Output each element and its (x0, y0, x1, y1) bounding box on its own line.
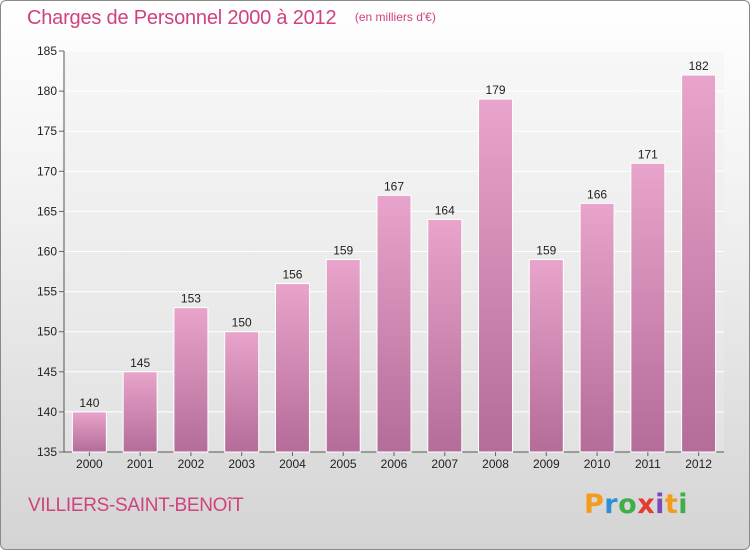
y-tick-label: 170 (37, 164, 57, 178)
logo-letter: i (655, 489, 665, 520)
bar-value-label: 171 (638, 147, 658, 161)
bar-value-label: 153 (181, 292, 201, 306)
y-tick-label: 180 (37, 84, 57, 98)
x-tick-label: 2012 (685, 457, 712, 471)
y-tick-label: 145 (37, 365, 57, 379)
y-tick-label: 135 (37, 445, 57, 459)
proxiti-logo: Proxiti (584, 489, 688, 520)
bar-value-label: 159 (536, 244, 556, 258)
bar (528, 259, 564, 453)
logo-letter: r (604, 489, 619, 520)
y-tick-label: 175 (37, 124, 57, 138)
bar-value-label: 182 (689, 59, 709, 73)
x-tick-label: 2002 (178, 457, 205, 471)
y-tick-label: 150 (37, 325, 57, 339)
commune-name: VILLIERS-SAINT-BENOîT (28, 495, 244, 516)
x-tick-label: 2004 (279, 457, 306, 471)
bar-value-label: 159 (333, 244, 353, 258)
bar-value-label: 150 (232, 316, 252, 330)
bar (681, 74, 717, 453)
unit-note: (en milliers d'€) (354, 10, 436, 24)
bar (173, 307, 209, 453)
logo-letter: i (678, 489, 689, 520)
bar (427, 218, 463, 453)
x-tick-label: 2007 (431, 457, 458, 471)
y-tick-label: 165 (37, 204, 57, 218)
x-tick-label: 2006 (381, 457, 408, 471)
logo-letter: o (618, 489, 638, 520)
x-tick-label: 2005 (330, 457, 357, 471)
bar (630, 162, 666, 453)
y-tick-label: 185 (37, 44, 57, 58)
x-tick-label: 2003 (228, 457, 255, 471)
bar-value-label: 140 (79, 396, 99, 410)
bar-value-label: 145 (130, 356, 150, 370)
x-tick-label: 2008 (482, 457, 509, 471)
bar-value-label: 166 (587, 187, 607, 201)
x-tick-label: 2011 (635, 457, 661, 471)
bar-value-label: 167 (384, 179, 404, 193)
x-tick-label: 2010 (584, 457, 611, 471)
bar-value-label: 179 (486, 83, 506, 97)
y-tick-label: 160 (37, 245, 57, 259)
bar (274, 283, 310, 453)
y-tick-label: 140 (37, 405, 57, 419)
chart-title: Charges de Personnel 2000 à 2012 (27, 7, 337, 29)
bar (579, 202, 615, 453)
bar-value-label: 164 (435, 203, 455, 217)
logo-letter: x (637, 489, 656, 520)
bar (325, 259, 361, 453)
x-tick-label: 2000 (76, 457, 103, 471)
bar (376, 194, 412, 453)
x-tick-label: 2009 (533, 457, 560, 471)
y-tick-label: 155 (37, 285, 57, 299)
bar (224, 331, 260, 453)
bar-value-label: 156 (282, 268, 302, 282)
logo-letter: t (664, 489, 679, 520)
bar (71, 411, 107, 453)
title-row: Charges de Personnel 2000 à 2012 (en mil… (27, 7, 436, 30)
x-tick-label: 2001 (127, 457, 154, 471)
bar (122, 371, 158, 453)
bar (478, 98, 514, 453)
logo-letter: P (584, 489, 605, 520)
